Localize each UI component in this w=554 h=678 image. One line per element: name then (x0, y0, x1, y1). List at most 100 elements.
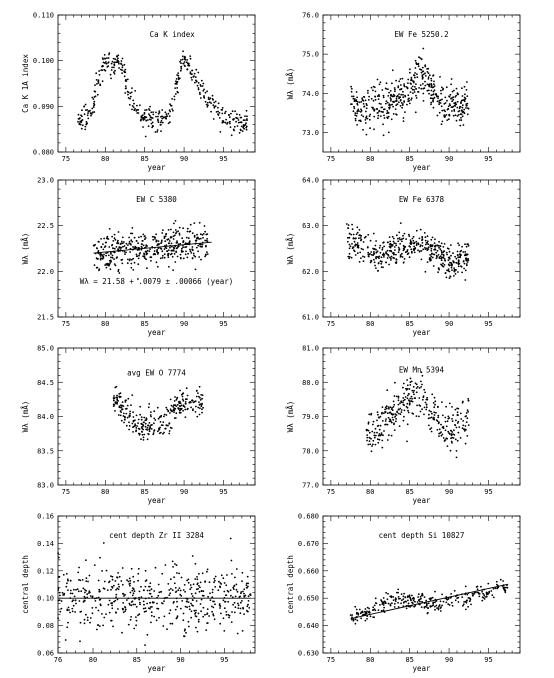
data-point (194, 578, 197, 580)
data-point (117, 608, 119, 610)
data-point (389, 104, 392, 106)
data-point (406, 250, 408, 253)
data-point (154, 238, 156, 240)
data-point (245, 128, 248, 131)
data-point (421, 66, 424, 69)
data-point (200, 258, 202, 261)
chart-panel-8: 75 80 85 90 950.6300.6400.6500.6600.6700.680… (286, 513, 521, 673)
data-point (454, 103, 457, 105)
data-point (495, 580, 498, 583)
data-point (213, 106, 216, 109)
data-point (454, 255, 456, 258)
data-point (428, 92, 430, 95)
data-point (385, 405, 388, 408)
data-point (454, 101, 457, 104)
y-axis-label: central depth (286, 555, 295, 614)
data-point (191, 555, 194, 557)
data-point (435, 411, 437, 414)
data-point (184, 628, 186, 631)
data-point (406, 87, 409, 90)
data-point (217, 102, 220, 105)
data-point (195, 390, 198, 392)
data-point (464, 585, 467, 588)
data-point (146, 429, 149, 431)
data-point (392, 113, 395, 115)
data-point (383, 606, 385, 609)
data-point (430, 427, 433, 429)
data-point (371, 445, 373, 447)
data-point (219, 605, 222, 607)
data-point (222, 617, 225, 620)
data-point (140, 245, 143, 248)
data-point (245, 122, 247, 125)
data-point (352, 97, 355, 100)
data-point (235, 120, 238, 123)
data-point (379, 81, 382, 84)
data-point (115, 55, 118, 58)
data-point (151, 121, 154, 124)
data-point (142, 255, 145, 258)
data-point (376, 425, 379, 427)
data-point (406, 249, 409, 251)
data-point (373, 616, 375, 619)
data-point (355, 91, 358, 93)
data-point (199, 245, 202, 248)
data-point (169, 103, 171, 105)
data-point (62, 573, 65, 576)
data-point (170, 427, 173, 429)
data-point (73, 595, 76, 598)
data-point (131, 232, 134, 235)
data-point (392, 237, 395, 240)
data-point (190, 252, 193, 254)
data-point (386, 423, 389, 426)
data-point (370, 253, 373, 256)
data-point (112, 240, 115, 242)
data-point (218, 580, 220, 583)
x-tick-label: 80 (366, 656, 374, 664)
data-point (465, 257, 467, 259)
data-point (444, 420, 447, 423)
data-point (357, 613, 360, 616)
data-point (464, 425, 467, 427)
data-point (98, 268, 101, 270)
data-point (430, 79, 433, 82)
data-point (410, 242, 413, 244)
data-point (460, 418, 463, 420)
data-point (452, 252, 454, 255)
data-point (150, 111, 153, 114)
data-point (388, 407, 390, 410)
data-point (179, 405, 182, 407)
data-point (89, 591, 91, 594)
data-point (384, 408, 386, 411)
data-point (237, 602, 239, 605)
data-point (247, 603, 249, 606)
data-point (189, 57, 192, 60)
data-point (427, 76, 430, 78)
data-point (451, 436, 453, 439)
data-point (211, 610, 214, 613)
data-point (426, 261, 429, 263)
data-point (385, 102, 387, 105)
data-point (430, 77, 433, 80)
data-point (388, 104, 391, 107)
data-point (190, 593, 193, 595)
data-point (429, 428, 431, 431)
data-point (406, 595, 409, 598)
data-point (375, 240, 377, 242)
data-point (111, 256, 114, 259)
data-point (441, 256, 443, 259)
data-point (465, 608, 467, 611)
data-point (177, 407, 180, 409)
data-point (103, 246, 106, 249)
data-point (455, 426, 458, 429)
data-point (367, 251, 370, 254)
data-point (380, 599, 382, 601)
data-point (149, 414, 152, 416)
data-point (412, 599, 415, 602)
data-point (459, 254, 462, 257)
data-point (191, 246, 194, 248)
data-point (204, 255, 207, 258)
data-point (348, 256, 351, 258)
data-point (382, 134, 385, 137)
